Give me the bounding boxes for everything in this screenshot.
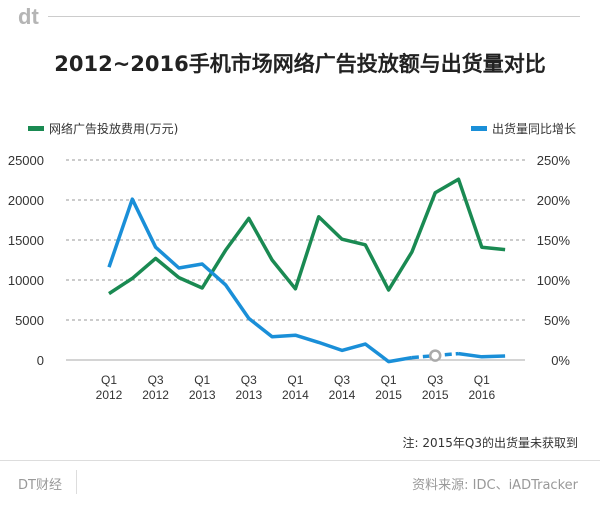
series-line-ad-spend: [108, 177, 506, 296]
y-left-tick-label: 15000: [8, 233, 44, 248]
x-tick-year: 2015: [422, 388, 449, 402]
legend-shipment-growth: 出货量同比增长: [470, 120, 576, 137]
legend-swatch: [470, 126, 487, 131]
divider: [76, 470, 77, 494]
x-tick-year: 2013: [235, 388, 262, 402]
dt-logo: dt: [18, 4, 39, 29]
x-tick-year: 2015: [375, 388, 402, 402]
y-right-tick-label: 200%: [537, 193, 571, 208]
x-tick-year: 2012: [142, 388, 169, 402]
x-tick-quarter: Q1: [101, 373, 117, 387]
x-tick-year: 2012: [96, 388, 123, 402]
series-line-shipment-growth: [107, 197, 413, 364]
brand-label: DT财经: [18, 478, 62, 493]
divider: [0, 460, 600, 461]
y-right-tick-label: 50%: [544, 313, 570, 328]
legend-label: 出货量同比增长: [491, 122, 576, 136]
y-left-tick-label: 10000: [8, 273, 44, 288]
y-right-tick-label: 150%: [537, 233, 571, 248]
x-tick-quarter: Q1: [194, 373, 210, 387]
plot-area: 0 0% 5000 50% 10000 100% 15000 150% 20000 200% 250…: [8, 153, 571, 402]
missing-data-marker: [428, 349, 442, 362]
y-right-tick-label: 0%: [551, 353, 570, 368]
source-label: 资料来源: IDC、iADTracker: [412, 478, 578, 493]
y-left-tick-label: 5000: [15, 313, 44, 328]
x-tick-year: 2014: [282, 388, 309, 402]
x-tick-year: 2016: [468, 388, 495, 402]
chart-title: 2012~2016手机市场网络广告投放额与出货量对比: [54, 52, 546, 76]
y-left-tick-label: 20000: [8, 193, 44, 208]
legend-ad-spend: 网络广告投放费用(万元): [28, 120, 178, 137]
divider: [48, 16, 580, 17]
x-tick-quarter: Q1: [381, 373, 397, 387]
x-tick-quarter: Q3: [241, 373, 257, 387]
legend-swatch: [28, 126, 44, 131]
footnote: 注: 2015年Q3的出货量未获取到: [402, 436, 578, 450]
y-right-tick-label: 250%: [537, 153, 571, 168]
y-left-tick-label: 0: [37, 353, 44, 368]
x-tick-year: 2014: [329, 388, 356, 402]
series-line-shipment-growth: [458, 351, 506, 359]
y-right-tick-label: 100%: [537, 273, 571, 288]
x-tick-quarter: Q1: [474, 373, 490, 387]
x-tick-year: 2013: [189, 388, 216, 402]
legend-label: 网络广告投放费用(万元): [49, 122, 179, 136]
x-tick-quarter: Q3: [148, 373, 164, 387]
x-tick-quarter: Q3: [427, 373, 443, 387]
x-tick-quarter: Q3: [334, 373, 350, 387]
x-tick-quarter: Q1: [287, 373, 303, 387]
y-left-tick-label: 25000: [8, 153, 44, 168]
